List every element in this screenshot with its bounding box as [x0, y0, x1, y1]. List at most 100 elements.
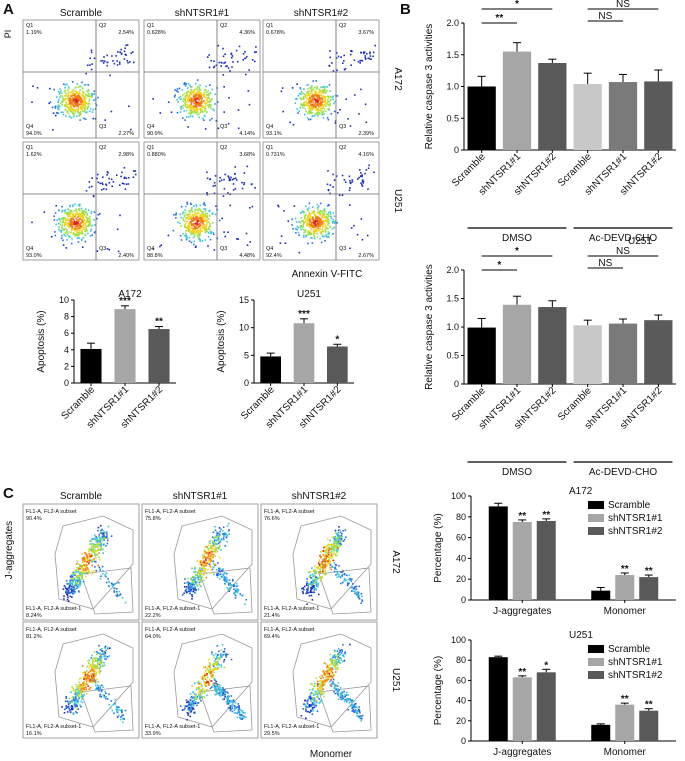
flow-dot [331, 555, 334, 558]
flow-dot [71, 214, 74, 216]
flow-dot [77, 220, 79, 223]
flow-dot [339, 576, 342, 579]
flow-dot [200, 98, 203, 101]
flow-dot [319, 221, 322, 224]
flow-dot [124, 601, 127, 604]
flow-dot [254, 60, 256, 63]
flow-dot [309, 590, 312, 592]
flow-dot [193, 697, 195, 699]
flow-dot [78, 574, 81, 577]
flow-dot [318, 218, 321, 221]
flow-dot [358, 113, 360, 115]
flow-dot [106, 542, 109, 545]
flow-dot [190, 706, 193, 709]
flow-dots [181, 522, 248, 605]
flow-dot [88, 659, 91, 662]
flow-dot [201, 216, 203, 218]
flow-dot [324, 224, 327, 227]
flow-dot [75, 115, 78, 117]
flow-dot [91, 680, 93, 682]
flow-dot [206, 676, 209, 679]
flow-dot [201, 213, 203, 216]
flow-dot [342, 530, 344, 532]
flow-dot [92, 673, 95, 676]
flow-dot [207, 683, 209, 686]
flow-dot [312, 88, 314, 91]
flow-dot [74, 696, 77, 698]
flow-dot [214, 663, 217, 666]
quadrant-percent: 2.54% [118, 30, 134, 36]
flow-dot [319, 580, 322, 582]
flow-dot [199, 579, 202, 581]
flow-dot [200, 216, 202, 218]
flow-dot [192, 696, 194, 699]
flow-dot [204, 215, 207, 217]
flow-dot [291, 87, 294, 89]
flow-dot [312, 575, 314, 578]
flow-dot [95, 537, 98, 540]
flow-dot [71, 108, 74, 111]
flow-dot [200, 220, 203, 223]
flow-dot [93, 672, 95, 675]
flow-dot [307, 219, 309, 221]
flow-dot [190, 588, 193, 591]
flow-dot [73, 94, 76, 97]
flow-dot [72, 593, 74, 595]
flow-dot [219, 530, 221, 533]
flow-dot [332, 547, 334, 549]
flow-dot [75, 214, 77, 216]
flow-dot [100, 539, 103, 542]
flow-dot [58, 222, 60, 225]
flow-dot [71, 225, 74, 227]
flow-dot [100, 658, 102, 661]
flow-dot [134, 170, 137, 172]
flow-dot [187, 83, 190, 85]
flow-dot [200, 696, 202, 699]
flow-dot [181, 594, 184, 596]
flow-dot [192, 575, 194, 578]
flow-dot [205, 552, 207, 554]
flow-dot [183, 586, 186, 588]
flow-dot [361, 180, 364, 182]
flow-dot [308, 94, 311, 97]
flow-dot [66, 232, 68, 235]
flow-dot [198, 222, 201, 225]
flow-dot [334, 536, 336, 538]
flow-dot [309, 99, 312, 102]
flow-dot [107, 647, 109, 650]
flow-dot [91, 94, 93, 96]
flow-dot [80, 97, 82, 99]
flow-dot [182, 217, 185, 220]
flow-dot [317, 107, 320, 110]
flow-dot [81, 108, 83, 111]
flow-dot [308, 202, 311, 204]
flow-dot [200, 217, 203, 220]
flow-dot [101, 528, 103, 531]
flow-a-x-axis-label: Annexin V-FITC [292, 269, 363, 280]
flow-dot [237, 710, 239, 713]
quadrant-name: Q3 [220, 124, 227, 130]
flow-dot [195, 574, 197, 577]
flow-dot [316, 230, 318, 232]
flow-dot [306, 117, 309, 119]
flow-dot [81, 216, 83, 218]
flow-dot [70, 229, 73, 232]
flow-dot [64, 219, 67, 221]
flow-dot [101, 653, 103, 656]
flow-dot [201, 554, 204, 557]
flow-dot [76, 100, 78, 103]
flow-dot [97, 529, 99, 532]
flow-dot [78, 681, 81, 684]
flow-dot [202, 666, 205, 669]
flow-dot [322, 550, 324, 552]
flow-dot [236, 716, 239, 719]
flow-dot [330, 550, 333, 553]
flow-dot [231, 178, 234, 181]
gate-upper-label: FL1-A, FL2-A subset [26, 627, 77, 633]
flow-dot [83, 100, 85, 102]
flow-dot [212, 185, 215, 187]
flow-dot [306, 233, 308, 236]
flow-dot [66, 219, 68, 221]
flow-dot [94, 538, 96, 541]
flow-dot [325, 550, 327, 553]
